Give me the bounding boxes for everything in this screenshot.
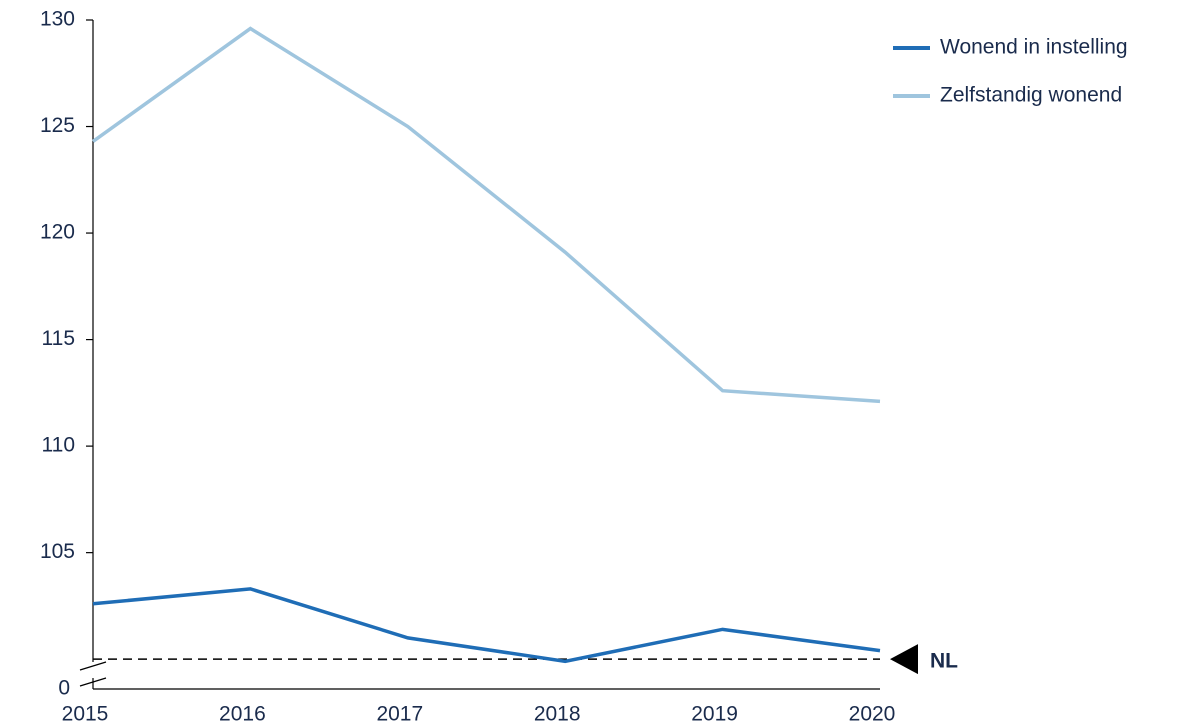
y-tick-label: 125 (40, 114, 75, 137)
y-tick-label: 115 (42, 327, 75, 350)
reference-label: NL (930, 650, 958, 673)
x-tick-label: 2015 (62, 703, 109, 726)
y-tick-label: 120 (40, 221, 75, 244)
legend-label: Zelfstandig wonend (940, 84, 1122, 107)
x-tick-label: 2019 (691, 703, 738, 726)
y-tick-label: 105 (40, 540, 75, 563)
y-axis-break-label: 0 (58, 677, 70, 700)
axis-break (79, 677, 107, 687)
x-tick-label: 2020 (849, 703, 896, 726)
series-line (92, 587, 881, 664)
series-line (91, 26, 881, 404)
x-tick-label: 2016 (219, 703, 266, 726)
legend-label: Wonend in instelling (940, 36, 1128, 59)
reference-arrow (890, 644, 918, 675)
axis-break (79, 661, 107, 671)
x-tick-label: 2017 (376, 703, 423, 726)
y-tick-label: 110 (42, 434, 75, 457)
x-tick-label: 2018 (534, 703, 581, 726)
y-tick-label: 130 (40, 8, 75, 31)
